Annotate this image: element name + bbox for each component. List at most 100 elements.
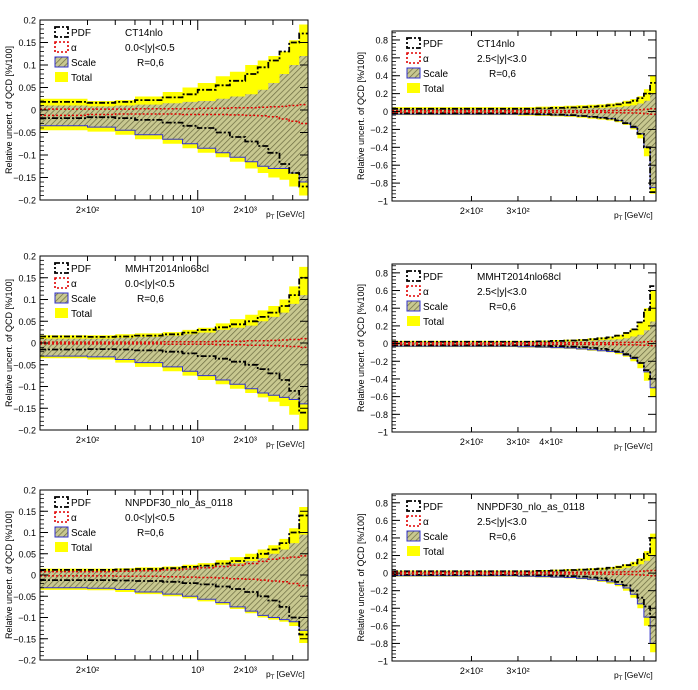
x-axis-title: pT [GeV/c]: [614, 670, 653, 682]
panel-ct14-central: 0.2 0.15 0.1 0.05 0 −0.05 −0.1 −0.15 −0.2 2×10² 10…: [4, 16, 309, 221]
plot-area: [392, 75, 656, 194]
rapidity-label: 2.5<|y|<3.0: [477, 287, 527, 298]
rapidity-label: 0.0<|y|<0.5: [125, 513, 175, 524]
legend-total-label: Total: [71, 543, 92, 554]
panel-mmht-central: 0.2 0.15 0.1 0.05 0 −0.05 −0.1 −0.15 −0.2 2×10² 10…: [4, 252, 309, 451]
y-tick-label: 0.05: [18, 317, 36, 327]
alpha-upper-line: [40, 337, 308, 343]
alpha-lower-line: [392, 111, 656, 115]
y-tick-label: 0.4: [375, 71, 388, 81]
legend-scale-label: Scale: [423, 532, 448, 543]
rapidity-label: 0.0<|y|<0.5: [125, 43, 175, 54]
legend: PDF α Scale Total: [54, 262, 96, 320]
scale-lower-edge: [392, 345, 656, 389]
y-tick-label: −0.2: [18, 656, 36, 666]
x-tick-label: 2×10²: [76, 205, 99, 215]
pdf-lower-line: [40, 348, 308, 414]
y-tick-label: 0: [383, 107, 388, 117]
legend-alpha-swatch: [406, 515, 421, 527]
plot-frame: [391, 263, 657, 433]
y-tick-label: 0.05: [18, 83, 36, 93]
y-tick-label: −0.2: [370, 586, 388, 596]
legend-scale-label: Scale: [71, 294, 96, 305]
panel-nnpdf-forward: 0.8 0.6 0.4 0.2 0 −0.2 −0.4 −0.6 −0.8 −1 2×10² 3×10…: [356, 493, 657, 682]
y-tick-label: −0.4: [370, 374, 388, 384]
pdf-set-label: MMHT2014nlo68cl: [125, 264, 209, 275]
legend-pdf-swatch: [406, 500, 421, 512]
y-tick-label: −0.6: [370, 392, 388, 402]
y-tick-label: −0.15: [13, 404, 36, 414]
scale-lower-edge: [40, 587, 308, 631]
alpha-upper-line: [392, 108, 656, 112]
x-tick-label: 10³: [191, 665, 204, 675]
x-axis-title: pT [GeV/c]: [614, 210, 653, 222]
pdf-set-label: MMHT2014nlo68cl: [477, 272, 561, 283]
legend-total-label: Total: [423, 317, 444, 328]
legend: PDF α Scale Total: [406, 37, 448, 95]
y-axis-title: Relative uncert. of QCD [%/100]: [4, 46, 14, 174]
y-tick-label: 0: [31, 106, 36, 116]
y-tick-label: −0.05: [13, 360, 36, 370]
y-tick-label: 0.6: [375, 516, 388, 526]
legend-pdf-swatch: [54, 26, 69, 38]
legend-total-label: Total: [423, 84, 444, 95]
pdf-upper-line: [392, 537, 656, 573]
y-tick-label: −1: [378, 197, 388, 207]
alpha-lower-line: [40, 343, 308, 349]
legend-pdf-swatch: [406, 37, 421, 49]
rapidity-label: 0.0<|y|<0.5: [125, 279, 175, 290]
legend-alpha-swatch: [406, 52, 421, 64]
legend-alpha-label: α: [423, 517, 429, 528]
y-tick-label: −0.6: [370, 621, 388, 631]
x-tick-label: 3×10²: [506, 206, 529, 216]
legend-alpha-label: α: [71, 43, 77, 54]
plot-area: [392, 285, 656, 397]
legend-alpha-swatch: [54, 41, 69, 53]
alpha-lower-line: [40, 113, 308, 125]
y-axis-title: Relative uncert. of QCD [%/100]: [4, 279, 14, 407]
alpha-lower-line: [392, 343, 656, 347]
x-tick-label: 3×10²: [506, 666, 529, 676]
legend-scale-swatch: [54, 526, 69, 538]
pdf-upper-line: [40, 32, 308, 104]
legend-total-swatch: [407, 546, 420, 556]
jet-radius-label: R=0,6: [489, 532, 516, 543]
pdf-upper-line: [392, 285, 656, 343]
scale-lower-edge: [40, 355, 308, 405]
y-tick-label: 0.6: [375, 286, 388, 296]
legend-scale-swatch: [406, 300, 421, 312]
y-tick-label: 0.2: [375, 89, 388, 99]
legend: PDF α Scale Total: [54, 26, 96, 84]
x-axis-title: pT [GeV/c]: [266, 439, 305, 451]
legend-pdf-label: PDF: [423, 39, 443, 50]
y-tick-label: −1: [378, 657, 388, 667]
alpha-lower-line: [392, 573, 656, 577]
alpha-upper-line: [40, 103, 308, 110]
x-tick-label: 3×10²: [506, 437, 529, 447]
y-tick-label: 0.1: [23, 528, 36, 538]
x-axis-title: pT [GeV/c]: [266, 669, 305, 681]
legend-total-swatch: [55, 542, 68, 552]
pdf-lower-line: [392, 344, 656, 380]
x-tick-label: 2×10³: [234, 205, 257, 215]
legend-alpha-swatch: [54, 277, 69, 289]
legend-pdf-label: PDF: [71, 28, 91, 39]
legend-scale-label: Scale: [71, 58, 96, 69]
y-axis-title: Relative uncert. of QCD [%/100]: [356, 52, 366, 180]
y-tick-label: −0.05: [13, 128, 36, 138]
x-tick-label: 2×10²: [460, 666, 483, 676]
y-tick-label: −0.15: [13, 173, 36, 183]
legend-alpha-label: α: [71, 279, 77, 290]
y-tick-label: 0.2: [23, 486, 36, 496]
y-tick-label: 0.6: [375, 53, 388, 63]
legend-total-swatch: [55, 72, 68, 82]
x-tick-label: 4×10²: [539, 437, 562, 447]
y-tick-label: −0.05: [13, 592, 36, 602]
pdf-lower-line: [40, 116, 308, 188]
legend-scale-swatch: [406, 67, 421, 79]
legend: PDF α Scale Total: [406, 500, 448, 558]
legend: PDF α Scale Total: [406, 270, 448, 328]
legend-total-label: Total: [71, 73, 92, 84]
y-axis-title: Relative uncert. of QCD [%/100]: [356, 284, 366, 412]
legend-alpha-label: α: [423, 54, 429, 65]
